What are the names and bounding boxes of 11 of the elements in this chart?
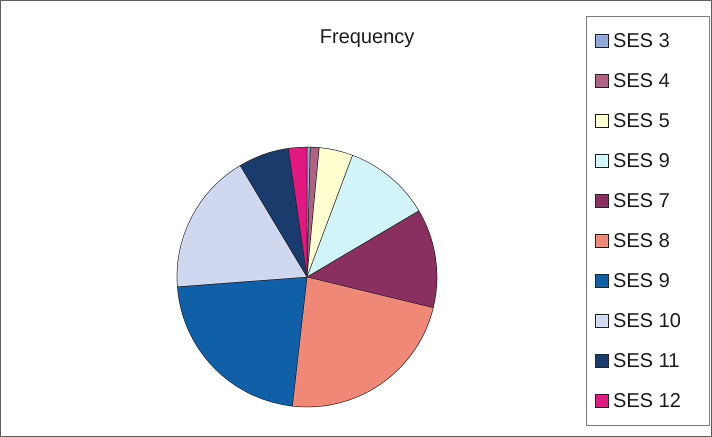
legend-label: SES 11 (613, 350, 680, 372)
legend-label: SES 8 (613, 230, 670, 252)
legend-label: SES 10 (613, 310, 681, 332)
legend-label: SES 9 (613, 270, 670, 292)
legend-label: SES 3 (613, 30, 670, 52)
text: Frequency (318, 26, 416, 49)
legend-label: SES 5 (613, 110, 670, 132)
legend-label: SES 4 (613, 70, 670, 92)
legend-label: SES 7 (613, 190, 670, 212)
legend-label: SES 12 (613, 390, 681, 412)
legend-label: SES 9 (613, 150, 670, 172)
